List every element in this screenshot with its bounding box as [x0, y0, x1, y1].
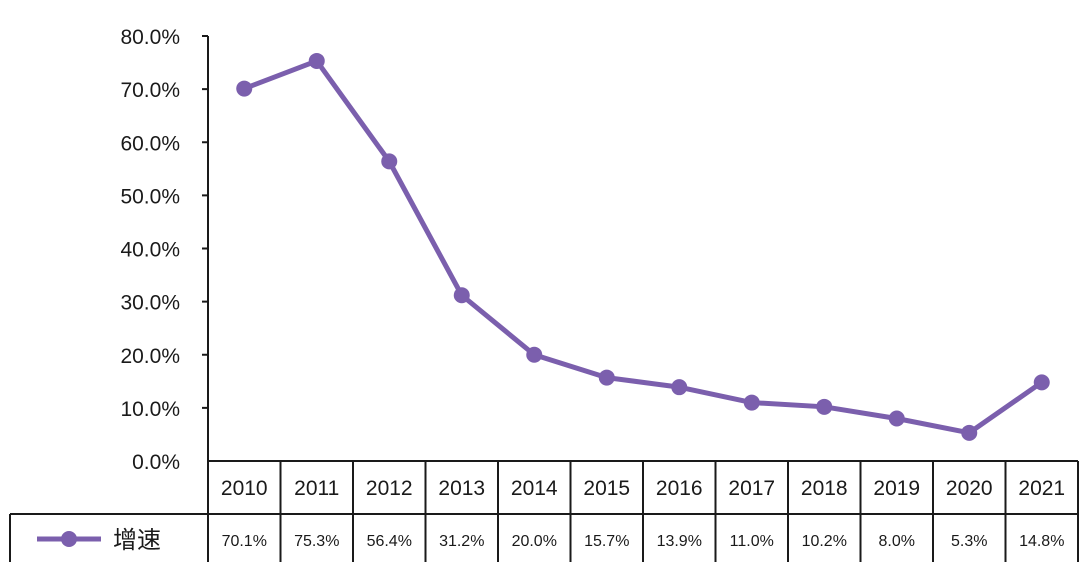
data-point: [671, 379, 688, 396]
data-table-value: 11.0%: [730, 533, 774, 550]
x-category-label: 2013: [438, 477, 485, 500]
data-table-value: 56.4%: [367, 533, 412, 550]
data-point: [743, 394, 760, 411]
data-table-value: 5.3%: [951, 533, 987, 550]
series-line-group: [236, 52, 1050, 441]
data-table-value: 13.9%: [657, 533, 702, 550]
y-tick-label: 30.0%: [120, 292, 180, 315]
y-tick-label: 60.0%: [120, 132, 180, 155]
x-category-label: 2021: [1018, 477, 1065, 500]
data-point: [453, 287, 470, 304]
y-tick-label: 70.0%: [120, 79, 180, 102]
series-line-增速: [243, 58, 1044, 436]
y-tick-label: 20.0%: [120, 345, 180, 368]
data-table-value: 10.2%: [802, 533, 847, 550]
data-table-value: 20.0%: [512, 533, 557, 550]
data-table-value: 15.7%: [584, 533, 629, 550]
data-point: [816, 398, 833, 415]
x-category-label: 2015: [583, 477, 630, 500]
data-point: [526, 346, 543, 363]
data-point: [381, 153, 398, 170]
y-tick-label: 0.0%: [132, 451, 180, 474]
data-table-value: 70.1%: [222, 533, 267, 550]
x-category-label: 2012: [366, 477, 413, 500]
legend-label: 增速: [113, 527, 161, 554]
x-category-label: 2018: [801, 477, 848, 500]
x-category-label: 2014: [511, 477, 558, 500]
data-point: [1033, 374, 1050, 391]
data-table-value: 31.2%: [439, 533, 484, 550]
y-tick-label: 40.0%: [120, 239, 180, 262]
legend: 增速: [37, 527, 161, 554]
x-category-label: 2010: [221, 477, 268, 500]
y-tick-label: 80.0%: [120, 26, 180, 49]
x-category-label: 2017: [728, 477, 775, 500]
data-table-value: 8.0%: [879, 533, 915, 550]
data-table: 2010 70.1% 2011 75.3% 2012 56.4% 2013 31.2% 2014…: [9, 460, 1079, 562]
legend-marker-icon: [61, 531, 77, 547]
data-table-value: 75.3%: [294, 533, 339, 550]
x-category-label: 2011: [294, 477, 339, 500]
data-table-value: 14.8%: [1019, 533, 1064, 550]
data-point: [888, 410, 905, 427]
x-category-label: 2020: [946, 477, 993, 500]
y-axis: 0.0% 10.0% 20.0% 30.0% 40.0% 50.0% 60.0% 70.0% 8…: [120, 26, 209, 474]
data-point: [236, 80, 253, 97]
y-tick-label: 50.0%: [120, 185, 180, 208]
x-category-label: 2019: [873, 477, 920, 500]
y-tick-label: 10.0%: [120, 398, 180, 421]
x-category-label: 2016: [656, 477, 703, 500]
data-point: [308, 52, 325, 69]
data-point: [598, 369, 615, 386]
data-point: [961, 424, 978, 441]
